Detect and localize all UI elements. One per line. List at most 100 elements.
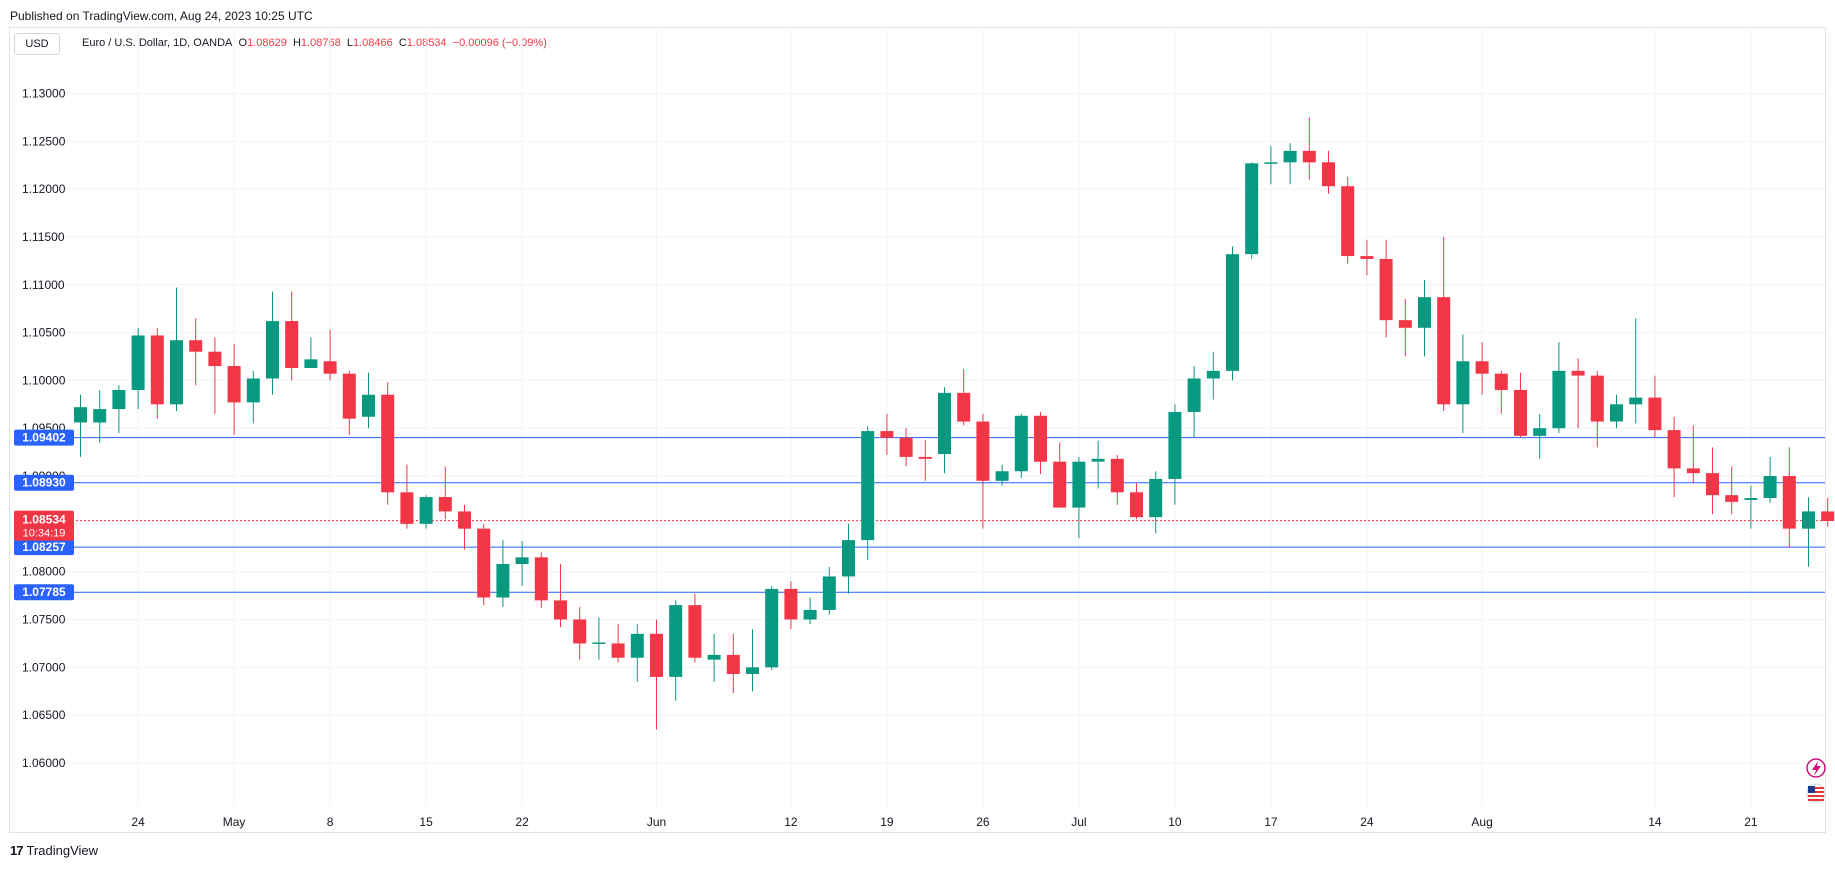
y-tick-label: 1.06500 (22, 708, 66, 722)
y-tick-label: 1.12500 (22, 134, 66, 148)
candle-body (515, 557, 529, 565)
candle-body (918, 456, 932, 459)
x-tick-label: 15 (419, 815, 433, 829)
candle-body (1053, 461, 1067, 508)
x-tick-label: Jul (1071, 815, 1086, 829)
candle-body (957, 392, 971, 422)
candle-body (1610, 404, 1623, 422)
x-tick-label: 26 (976, 815, 990, 829)
hline-price-label: 1.08930 (22, 476, 66, 490)
candle-body (707, 654, 721, 660)
candle-body (688, 605, 702, 658)
lightning-icon[interactable] (1806, 758, 1826, 778)
candle-body (1475, 361, 1489, 374)
candle-body (746, 667, 759, 675)
candle-body (170, 340, 183, 405)
candle-body (1821, 511, 1835, 521)
candle-body (861, 431, 875, 541)
grid-layer (64, 30, 1825, 806)
x-tick-label: 10 (1168, 815, 1182, 829)
y-tick-label: 1.07000 (22, 660, 66, 674)
candle-body (189, 340, 203, 352)
current-price-label: 1.08534 (22, 513, 66, 527)
candle-body (438, 497, 452, 512)
candle-body (1130, 492, 1143, 518)
y-tick-label: 1.06000 (22, 756, 66, 770)
y-tick-label: 1.08000 (22, 565, 66, 579)
hline-price-badge (14, 539, 74, 556)
candle-body (208, 351, 222, 367)
candle-body (342, 373, 356, 419)
candles-layer (74, 117, 1835, 730)
candle-body (938, 392, 951, 455)
candle-body (1686, 468, 1700, 474)
candle-body (1187, 378, 1201, 412)
candle-body (112, 389, 126, 410)
candle-body (1341, 186, 1355, 257)
x-tick-label: Aug (1471, 815, 1492, 829)
tradingview-brand: TradingView (26, 843, 99, 858)
x-tick-label: May (223, 815, 246, 829)
axis-layer: 1.13000 1.12500 1.12000 1.11500 1.11000 1.105… (22, 86, 1758, 829)
candle-body (1418, 297, 1431, 328)
y-tick-label: 1.07500 (22, 613, 66, 627)
x-tick-label: 8 (327, 815, 334, 829)
candle-body (400, 492, 414, 524)
hline-price-badge (14, 584, 74, 601)
ohlc-legend: Euro / U.S. Dollar, 1D, OANDA O1.08629 H… (82, 37, 547, 49)
hline-price-badge (14, 429, 74, 446)
currency-button[interactable]: USD (14, 33, 60, 55)
candle-body (1706, 473, 1719, 496)
tradingview-logo-icon: 17 (10, 843, 24, 858)
candle-body (573, 619, 587, 644)
candle-body (1782, 476, 1796, 529)
candle-body (1590, 375, 1604, 422)
y-tick-label: 1.10500 (22, 326, 66, 340)
hline-price-label: 1.07785 (22, 585, 66, 599)
candle-body (150, 335, 164, 405)
candle-body (803, 609, 817, 620)
candle-body (842, 540, 855, 577)
candle-body (1360, 256, 1374, 259)
symbol-title: Euro / U.S. Dollar, 1D, OANDA (82, 37, 233, 49)
candle-body (554, 600, 567, 620)
side-icons-layer (1806, 758, 1826, 803)
candle-body (880, 431, 894, 438)
candle-body (1648, 397, 1662, 431)
candle-body (477, 528, 491, 598)
price-badges-layer: 1.09402 1.08930 1.08257 1.07785 1.0853410:34… (14, 429, 74, 601)
us-flag-icon[interactable] (1806, 783, 1826, 803)
high-value: 1.08768 (300, 37, 341, 49)
candle-body (726, 654, 740, 675)
candle-body (1110, 458, 1124, 493)
candle-body (1245, 163, 1259, 255)
candle-body (1744, 498, 1758, 500)
candle-body (1629, 397, 1643, 405)
candle-body (976, 421, 990, 481)
close-label: C (398, 37, 407, 49)
open-value: 1.08629 (247, 37, 287, 49)
candle-body (1264, 162, 1278, 164)
countdown-label: 10:34:19 (23, 528, 66, 540)
x-tick-label: 24 (1360, 815, 1374, 829)
y-tick-label: 1.11500 (22, 230, 65, 244)
candle-body (246, 378, 260, 403)
candle-body (1014, 415, 1028, 472)
candle-body (458, 511, 471, 529)
x-tick-label: 14 (1648, 815, 1662, 829)
x-tick-label: 21 (1744, 815, 1758, 829)
y-tick-label: 1.11000 (22, 278, 65, 292)
x-tick-label: Jun (647, 815, 666, 829)
candle-body (1322, 162, 1335, 187)
change-value: −0.00096 (−0.09%) (452, 37, 547, 49)
candle-body (1456, 361, 1470, 405)
candle-body (1725, 495, 1739, 502)
published-caption: Published on TradingView.com, Aug 24, 20… (10, 9, 313, 23)
candle-body (1802, 511, 1815, 529)
candle-body (496, 564, 510, 598)
tradingview-logo[interactable]: 17 TradingView (10, 843, 98, 858)
candle-body (1302, 150, 1316, 163)
candle-body (1034, 415, 1047, 462)
candle-body (822, 576, 836, 610)
